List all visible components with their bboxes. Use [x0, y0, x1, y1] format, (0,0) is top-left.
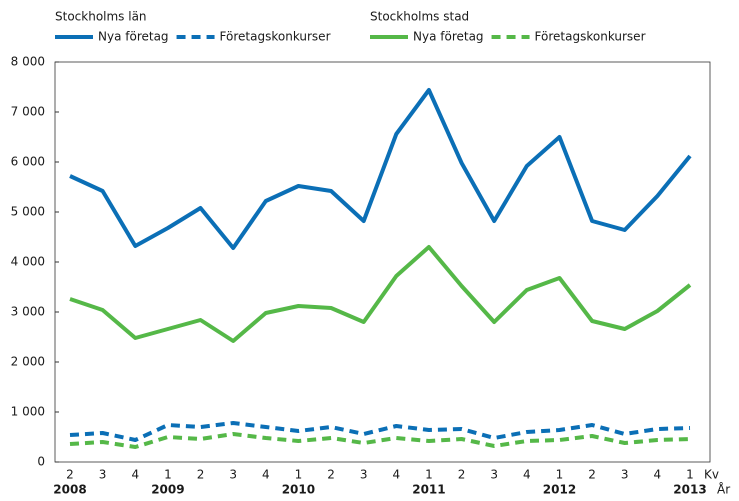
year-label: 2013 [673, 483, 706, 497]
year-label: 2009 [151, 483, 184, 497]
year-label: 2011 [412, 483, 445, 497]
x-tick-label: 3 [621, 468, 629, 482]
x-tick-label: 1 [556, 468, 564, 482]
series-line [69, 432, 691, 449]
y-tick-label: 6 000 [11, 155, 45, 169]
x-tick-label: 3 [490, 468, 498, 482]
year-label: 2008 [53, 483, 86, 497]
plot-frame [54, 61, 711, 463]
year-label: 2010 [282, 483, 315, 497]
legend-label: Nya företag [413, 30, 484, 44]
x-tick-label: 2 [197, 468, 205, 482]
x-tick-label: 4 [654, 468, 662, 482]
y-tick-label: 1 000 [11, 405, 45, 419]
x-tick-label: 1 [164, 468, 172, 482]
legend-label: Företagskonkurser [220, 30, 331, 44]
x-tick-label: 4 [131, 468, 139, 482]
x-tick-label: 3 [360, 468, 368, 482]
y-tick-label: 7 000 [11, 105, 45, 119]
x-tick-label: 3 [99, 468, 107, 482]
series-line [69, 245, 692, 343]
x2-axis-label: År [717, 482, 730, 497]
x-tick-label: 2 [327, 468, 335, 482]
x-tick-label: 4 [523, 468, 531, 482]
y-tick-label: 4 000 [11, 255, 45, 269]
y-tick-label: 2 000 [11, 355, 45, 369]
y-tick-label: 0 [37, 455, 45, 469]
x-tick-label: 4 [262, 468, 270, 482]
x-axis-label: Kv [704, 468, 719, 482]
x-tick-label: 1 [425, 468, 433, 482]
legend-group: Stockholms län [55, 10, 147, 24]
y-tick-label: 3 000 [11, 305, 45, 319]
year-label: 2012 [543, 483, 576, 497]
x-tick-label: 2 [66, 468, 74, 482]
x-tick-label: 2 [588, 468, 596, 482]
legend-label: Företagskonkurser [535, 30, 646, 44]
x-tick-label: 1 [295, 468, 303, 482]
x-tick-label: 4 [392, 468, 400, 482]
x-tick-label: 1 [686, 468, 694, 482]
legend-label: Nya företag [98, 30, 169, 44]
y-tick-label: 8 000 [11, 55, 45, 69]
x-tick-label: 3 [229, 468, 237, 482]
x-tick-label: 2 [458, 468, 466, 482]
legend-group: Stockholms stad [370, 10, 469, 24]
y-tick-label: 5 000 [11, 205, 45, 219]
series-line [69, 421, 691, 442]
series-line [69, 88, 692, 250]
